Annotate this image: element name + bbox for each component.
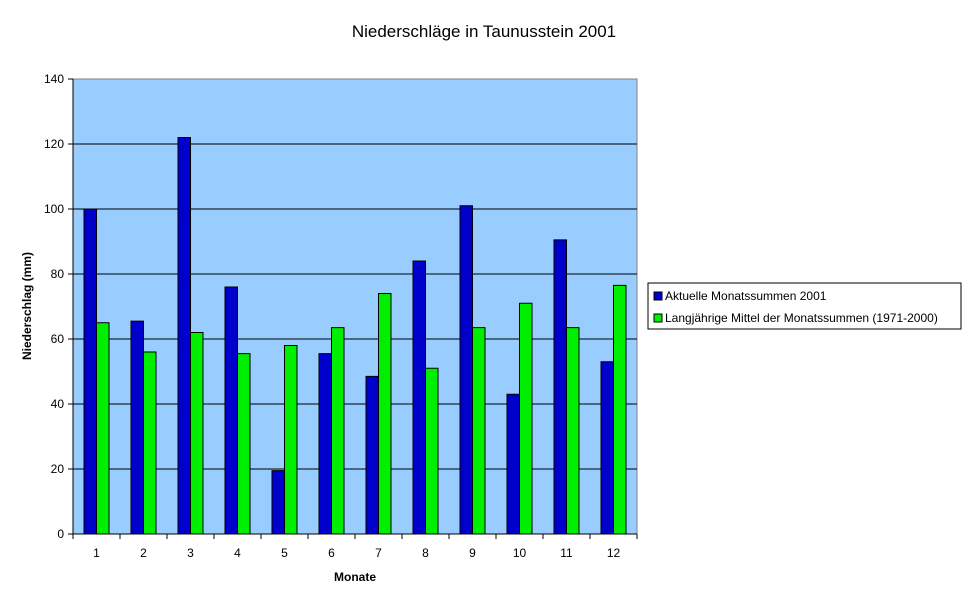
- bar-longterm-6: [331, 327, 345, 535]
- y-tick-label: 20: [51, 462, 65, 476]
- bar-longterm-9: [472, 327, 486, 535]
- legend-label-actual: Aktuelle Monatssummen 2001: [665, 289, 827, 303]
- bar-longterm-5: [284, 345, 298, 535]
- bars: [83, 137, 627, 535]
- bar-longterm-12: [613, 284, 627, 535]
- y-tick-label: 80: [51, 267, 65, 281]
- y-tick-label: 120: [44, 137, 64, 151]
- bar-longterm-4: [237, 353, 251, 535]
- x-axis-title: Monate: [334, 570, 376, 584]
- bar-longterm-1: [96, 322, 110, 535]
- x-tick-label: 11: [560, 546, 573, 560]
- x-tick-labels: 1 2 3 4 5 6 7 8 9 10 11 12: [93, 546, 620, 560]
- axes: [68, 78, 638, 539]
- bar-actual-11: [553, 239, 567, 535]
- x-tick-label: 4: [234, 546, 241, 560]
- x-tick-label: 12: [607, 546, 621, 560]
- bar-longterm-8: [425, 367, 439, 535]
- bar-actual-10: [506, 393, 520, 535]
- x-tick-label: 1: [93, 546, 100, 560]
- legend-swatch-actual: [653, 291, 663, 301]
- bar-actual-3: [177, 137, 191, 535]
- legend: Aktuelle Monatssummen 2001 Langjährige M…: [647, 282, 962, 330]
- bar-actual-8: [412, 260, 426, 535]
- bar-longterm-2: [143, 351, 157, 535]
- bar-actual-4: [224, 286, 238, 535]
- y-tick-label: 100: [44, 202, 64, 216]
- bar-longterm-7: [378, 293, 392, 535]
- bar-actual-9: [459, 205, 473, 535]
- bar-longterm-10: [519, 302, 533, 535]
- y-tick-label: 0: [57, 527, 64, 541]
- legend-box: [647, 282, 962, 330]
- x-tick-label: 9: [469, 546, 476, 560]
- bar-longterm-11: [566, 327, 580, 535]
- gridlines: [73, 143, 637, 470]
- y-axis-title: Niederschlag (mm): [20, 252, 34, 360]
- bar-actual-7: [365, 375, 379, 535]
- bar-longterm-3: [190, 332, 204, 535]
- bar-actual-5: [271, 470, 285, 535]
- x-tick-label: 6: [328, 546, 335, 560]
- x-tick-label: 7: [375, 546, 382, 560]
- bar-actual-1: [83, 208, 97, 535]
- plot-area: [72, 78, 638, 535]
- chart-title: Niederschläge in Taunusstein 2001: [352, 22, 616, 41]
- x-tick-label: 10: [513, 546, 527, 560]
- y-tick-label: 40: [51, 397, 65, 411]
- y-tick-label: 140: [44, 72, 64, 86]
- legend-label-longterm: Langjährige Mittel der Monatssummen (197…: [665, 311, 938, 325]
- x-tick-label: 3: [187, 546, 194, 560]
- legend-swatch-longterm: [653, 313, 663, 323]
- x-tick-label: 8: [422, 546, 429, 560]
- x-tick-label: 2: [140, 546, 147, 560]
- bar-actual-12: [600, 361, 614, 535]
- y-tick-label: 60: [51, 332, 65, 346]
- bar-actual-6: [318, 353, 332, 535]
- bar-actual-2: [130, 320, 144, 535]
- y-tick-labels: 0 20 40 60 80 100 120 140: [44, 72, 64, 541]
- x-tick-label: 5: [281, 546, 288, 560]
